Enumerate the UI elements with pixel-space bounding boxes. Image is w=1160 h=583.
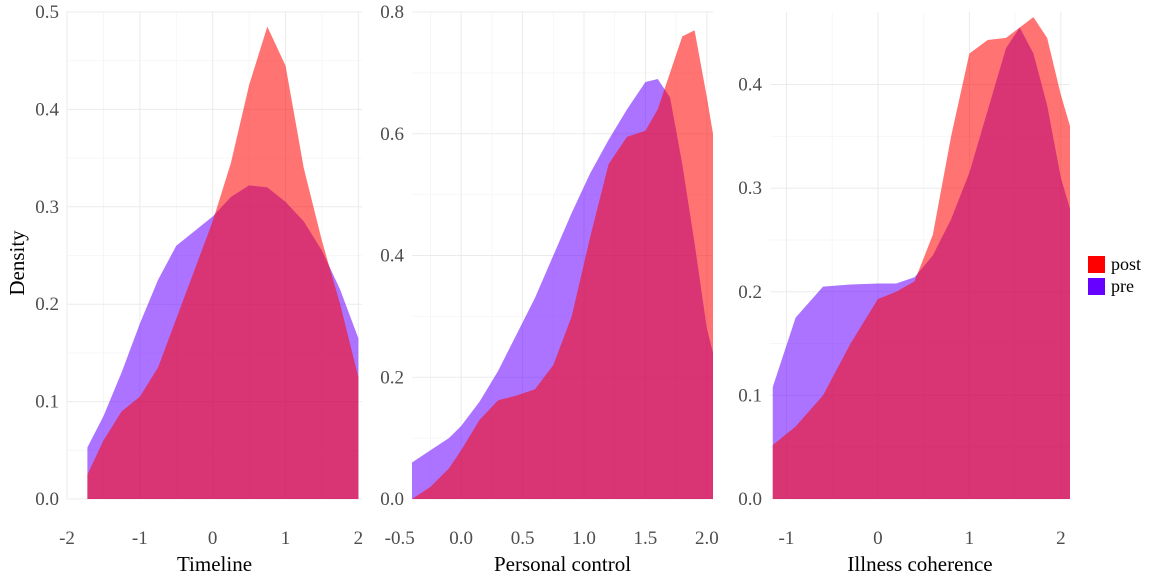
x-tick-label: 0 [873,528,883,549]
y-tick-label: 0.1 [738,385,762,406]
x-tick-label: 2 [354,528,364,549]
legend-swatch-pre [1088,278,1105,295]
y-tick-label: 0.0 [738,489,762,510]
facet-panels: 0.00.10.20.30.40.5-2 -1 0 1 2Timeline0.00.20… [35,2,1070,576]
y-tick-label: 0.3 [35,197,59,218]
density-area-post [412,30,713,499]
panel-3-x-ticks: -1 0 1 2 [779,528,1066,549]
panel-1-x-ticks: -2 -1 0 1 2 [59,528,363,549]
legend-swatch-post [1088,256,1105,273]
panel-2-x-ticks: -0.5 0.0 0.5 1.0 1.5 2.0 [385,528,719,549]
x-tick-label: 1.5 [634,528,658,549]
x-axis-title: Illness coherence [847,552,992,576]
panel-3: 0.0 0.1 0.2 0.3 0.4 -1 0 1 2 Illness coherence [738,12,1070,576]
x-tick-label: -0.5 [385,528,415,549]
panel-1: 0.0 0.1 0.2 0.3 0.4 0.5 -2 -1 0 1 2 Timeline [35,2,363,576]
density-area-post [772,17,1070,500]
y-tick-label: 0.8 [380,2,404,23]
y-tick-label: 0.4 [738,75,762,96]
y-tick-label: 0.0 [380,489,404,510]
y-tick-label: 0.6 [380,124,404,145]
panel-2: 0.0 0.2 0.4 0.6 0.8 -0.5 0.0 0.5 1.0 1.5 2.0 Person… [380,2,718,576]
x-tick-label: 0.0 [449,528,473,549]
x-tick-label: 1.0 [572,528,596,549]
x-axis-title: Personal control [494,552,631,576]
panel-3-y-ticks: 0.0 0.1 0.2 0.3 0.4 [738,75,762,510]
y-tick-label: 0.0 [35,489,59,510]
y-tick-label: 0.5 [35,2,59,23]
panel-1-y-ticks: 0.0 0.1 0.2 0.3 0.4 0.5 [35,2,59,510]
x-tick-label: 1 [281,528,291,549]
x-tick-label: 0 [208,528,218,549]
y-tick-label: 0.4 [380,246,404,267]
y-tick-label: 0.2 [380,367,404,388]
x-tick-label: 2 [1056,528,1066,549]
density-area-post [87,26,359,500]
x-tick-label: 1 [965,528,975,549]
y-tick-label: 0.4 [35,99,59,120]
panel-2-y-ticks: 0.0 0.2 0.4 0.6 0.8 [380,2,404,510]
x-axis-title: Timeline [177,552,252,576]
y-tick-label: 0.2 [35,294,59,315]
legend-label-post: post [1111,254,1141,274]
legend-label-pre: pre [1111,276,1134,296]
legend: post pre [1088,254,1141,296]
y-tick-label: 0.3 [738,178,762,199]
x-tick-label: -1 [779,528,795,549]
x-tick-label: -2 [59,528,75,549]
x-tick-label: 0.5 [511,528,535,549]
x-tick-label: -1 [132,528,148,549]
y-axis-title: Density [5,230,29,296]
x-tick-label: 2.0 [695,528,719,549]
y-tick-label: 0.2 [738,282,762,303]
y-tick-label: 0.1 [35,392,59,413]
